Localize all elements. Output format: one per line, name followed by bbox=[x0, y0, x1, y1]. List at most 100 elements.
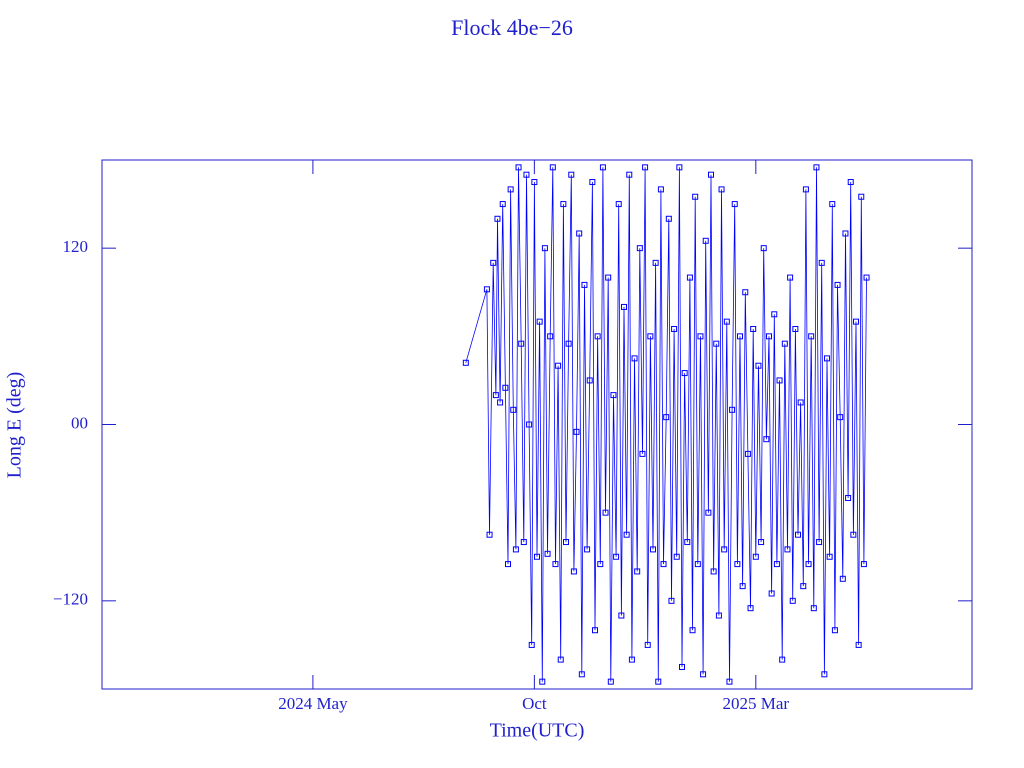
data-point bbox=[800, 583, 807, 590]
plot-frame bbox=[101, 159, 973, 690]
data-point bbox=[570, 568, 577, 575]
data-point bbox=[563, 539, 569, 546]
chart-title: Flock 4be−26 bbox=[451, 15, 573, 40]
data-point bbox=[531, 179, 538, 186]
data-point bbox=[787, 274, 794, 281]
data-point bbox=[573, 428, 580, 435]
y-tick-label: 00 bbox=[71, 413, 88, 432]
data-point bbox=[510, 406, 517, 413]
data-point bbox=[602, 509, 609, 516]
data-point bbox=[855, 641, 862, 648]
data-point bbox=[631, 355, 638, 362]
data-point bbox=[599, 164, 606, 171]
data-point bbox=[584, 546, 591, 553]
data-point bbox=[668, 597, 675, 604]
data-point bbox=[739, 583, 746, 590]
data-point bbox=[718, 186, 725, 193]
data-point bbox=[831, 627, 838, 634]
data-point bbox=[642, 164, 649, 171]
data-point bbox=[597, 561, 604, 568]
data-point bbox=[789, 597, 796, 604]
data-point bbox=[797, 399, 804, 406]
data-point bbox=[650, 546, 656, 553]
data-point bbox=[847, 179, 854, 186]
data-point bbox=[758, 539, 765, 546]
data-point bbox=[486, 531, 493, 538]
data-point bbox=[816, 539, 823, 546]
data-point bbox=[505, 561, 511, 568]
data-point bbox=[702, 237, 709, 244]
data-point bbox=[768, 590, 775, 597]
data-point bbox=[647, 333, 654, 340]
data-point bbox=[795, 531, 801, 538]
data-point bbox=[639, 450, 646, 457]
data-point bbox=[747, 605, 754, 612]
data-point bbox=[534, 553, 540, 560]
data-point bbox=[694, 561, 701, 568]
data-point bbox=[557, 656, 564, 663]
data-point bbox=[610, 392, 617, 399]
data-line bbox=[465, 167, 867, 682]
data-point bbox=[490, 259, 497, 266]
data-point bbox=[621, 303, 627, 310]
data-point bbox=[605, 274, 612, 281]
y-tick-label: −120 bbox=[53, 590, 88, 609]
data-point bbox=[549, 164, 556, 171]
data-point bbox=[713, 340, 720, 347]
data-point bbox=[858, 193, 865, 200]
data-point bbox=[784, 546, 791, 553]
data-point bbox=[802, 186, 809, 193]
data-point bbox=[634, 568, 641, 575]
data-point bbox=[779, 656, 786, 663]
data-point bbox=[652, 259, 659, 266]
data-point bbox=[507, 186, 514, 193]
data-point bbox=[644, 641, 651, 648]
data-point bbox=[539, 678, 546, 685]
data-point bbox=[755, 362, 762, 369]
data-point bbox=[850, 531, 857, 538]
data-point bbox=[607, 678, 614, 685]
data-point bbox=[626, 171, 633, 178]
data-point bbox=[520, 539, 527, 546]
x-tick-label: 2025 Mar bbox=[723, 694, 790, 713]
data-point bbox=[589, 179, 596, 186]
data-point bbox=[565, 340, 572, 347]
data-point bbox=[544, 550, 551, 557]
data-point bbox=[792, 325, 799, 332]
x-axis-label: Time(UTC) bbox=[490, 720, 585, 742]
data-point bbox=[729, 406, 736, 413]
data-point bbox=[742, 289, 749, 296]
data-point bbox=[826, 553, 833, 560]
data-point bbox=[860, 561, 867, 568]
data-point bbox=[541, 245, 548, 252]
data-point bbox=[526, 421, 533, 428]
data-point bbox=[660, 561, 667, 568]
data-point bbox=[818, 259, 825, 266]
data-point bbox=[773, 561, 780, 568]
data-point bbox=[726, 678, 733, 685]
data-point bbox=[494, 215, 501, 222]
y-tick-label: 120 bbox=[63, 237, 89, 256]
data-point bbox=[673, 553, 680, 560]
data-point bbox=[615, 201, 622, 208]
data-point bbox=[499, 201, 506, 208]
data-point bbox=[657, 186, 664, 193]
data-point bbox=[763, 436, 770, 443]
data-point bbox=[863, 274, 870, 281]
data-point bbox=[578, 671, 585, 678]
data-point bbox=[731, 201, 738, 208]
data-point bbox=[853, 318, 859, 325]
data-point bbox=[581, 281, 588, 288]
data-point bbox=[568, 171, 575, 178]
data-point bbox=[721, 546, 728, 553]
data-point bbox=[483, 286, 490, 293]
data-point bbox=[805, 561, 812, 568]
data-point bbox=[528, 641, 535, 648]
data-point bbox=[845, 494, 852, 501]
data-point bbox=[697, 333, 704, 340]
data-point bbox=[628, 656, 635, 663]
data-point bbox=[734, 561, 741, 568]
data-point bbox=[536, 318, 543, 325]
data-point bbox=[676, 164, 683, 171]
data-point bbox=[776, 377, 783, 384]
